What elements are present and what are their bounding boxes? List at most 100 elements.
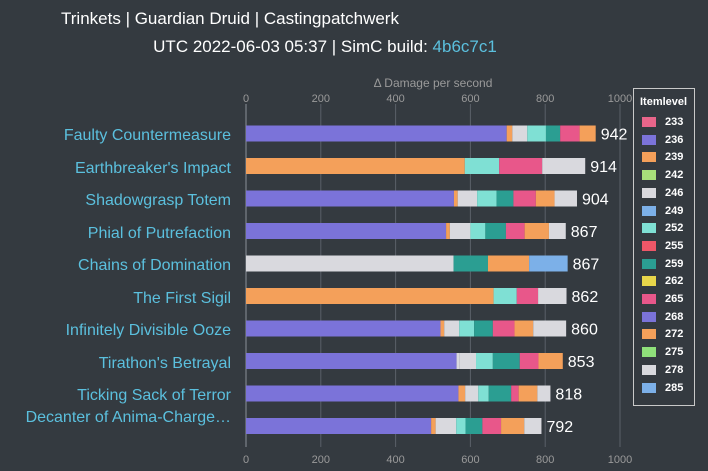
legend-item[interactable]: 265 [642, 293, 683, 305]
category-label[interactable]: Chains of Domination [78, 257, 231, 274]
bar-segment[interactable] [492, 320, 515, 337]
bar-segment[interactable] [511, 385, 519, 402]
bar-segment[interactable] [458, 385, 466, 402]
x-tick-label: 600 [461, 93, 479, 105]
bar-segment[interactable] [246, 125, 507, 142]
bar-segment[interactable] [246, 255, 454, 272]
bar-segment[interactable] [476, 353, 493, 369]
category-label[interactable]: Decanter of Anima-Charge… [26, 409, 231, 426]
bar-segment[interactable] [505, 223, 525, 239]
bar-segment[interactable] [513, 190, 536, 207]
bar-total-label: 862 [572, 289, 599, 306]
bar-segment[interactable] [474, 320, 493, 337]
category-label[interactable]: Phial of Putrefaction [88, 225, 231, 242]
bar-segment[interactable] [246, 223, 447, 239]
bar-segment[interactable] [535, 190, 555, 207]
legend-label: 259 [665, 257, 684, 270]
bar-segment[interactable] [465, 385, 479, 402]
bar-segment[interactable] [453, 190, 458, 207]
bar-segment[interactable] [246, 158, 465, 174]
bar-segment[interactable] [464, 158, 500, 174]
legend-item[interactable]: 239 [642, 151, 683, 163]
bar-segment[interactable] [465, 418, 483, 434]
legend-item[interactable]: 255 [642, 240, 683, 252]
bar-segment[interactable] [533, 320, 567, 337]
bar-segment[interactable] [485, 223, 506, 239]
bar-segment[interactable] [537, 385, 551, 402]
bar-segment[interactable] [499, 158, 543, 174]
bar-segment[interactable] [524, 223, 549, 239]
bar-segment[interactable] [529, 255, 568, 272]
bar-segment[interactable] [459, 353, 477, 369]
category-label[interactable]: Faulty Countermeasure [64, 127, 231, 144]
legend-item[interactable]: 275 [642, 346, 683, 358]
category-label[interactable]: The First Sigil [133, 290, 231, 307]
bar-segment[interactable] [444, 320, 460, 337]
bar-segment[interactable] [492, 353, 520, 369]
bar-segment[interactable] [431, 418, 436, 434]
legend-item[interactable]: 262 [642, 275, 683, 287]
bar-segment[interactable] [456, 353, 460, 369]
bar-segment[interactable] [482, 418, 502, 434]
bar-segment[interactable] [506, 125, 513, 142]
bar-segment[interactable] [446, 223, 450, 239]
legend-item[interactable]: 246 [642, 187, 683, 199]
bar-segment[interactable] [459, 320, 475, 337]
legend-label: 242 [665, 169, 684, 182]
bar-segment[interactable] [554, 190, 577, 207]
category-label[interactable]: Ticking Sack of Terror [77, 387, 232, 404]
bar-segment[interactable] [527, 125, 546, 142]
legend-item[interactable]: 249 [642, 205, 683, 217]
category-label[interactable]: Tirathon's Betrayal [99, 355, 231, 372]
category-label[interactable]: Shadowgrasp Totem [85, 192, 231, 209]
bar-segment[interactable] [516, 288, 539, 304]
bar-segment[interactable] [470, 223, 486, 239]
bar-segment[interactable] [560, 125, 580, 142]
bar-segment[interactable] [524, 418, 542, 434]
bar-segment[interactable] [246, 190, 454, 207]
bar-segment[interactable] [518, 385, 538, 402]
bar-segment[interactable] [246, 385, 459, 402]
bar-segment[interactable] [457, 190, 478, 207]
bar-segment[interactable] [488, 385, 512, 402]
legend-item[interactable]: 252 [642, 222, 683, 234]
bar-segment[interactable] [542, 158, 586, 174]
category-label[interactable]: Earthbreaker's Impact [75, 160, 232, 177]
bar-segment[interactable] [453, 255, 488, 272]
bar-segment[interactable] [246, 418, 432, 434]
legend-item[interactable]: 236 [642, 134, 683, 146]
bar-segment[interactable] [538, 353, 563, 369]
bar-segment[interactable] [246, 320, 441, 337]
bar-segment[interactable] [477, 190, 497, 207]
bar-segment[interactable] [538, 288, 567, 304]
bar-segment[interactable] [512, 125, 528, 142]
bar-segment[interactable] [487, 255, 530, 272]
legend-label: 262 [665, 275, 684, 288]
bar-segment[interactable] [493, 288, 517, 304]
build-link[interactable]: 4b6c7c1 [432, 37, 497, 56]
legend-item[interactable]: 268 [642, 311, 683, 323]
bar-segment[interactable] [514, 320, 534, 337]
legend-item[interactable]: 285 [642, 382, 683, 394]
bar-total-label: 942 [601, 127, 628, 144]
bar-segment[interactable] [246, 288, 494, 304]
bar-segment[interactable] [545, 125, 561, 142]
bar-segment[interactable] [501, 418, 525, 434]
legend-swatch [642, 205, 656, 216]
bar-segment[interactable] [496, 190, 514, 207]
bar-segment[interactable] [579, 125, 596, 142]
legend-item[interactable]: 259 [642, 258, 683, 270]
legend-item[interactable]: 242 [642, 169, 683, 181]
bar-segment[interactable] [435, 418, 457, 434]
bar-segment[interactable] [519, 353, 539, 369]
bar-segment[interactable] [548, 223, 566, 239]
legend-item[interactable]: 233 [642, 116, 683, 128]
bar-segment[interactable] [456, 418, 466, 434]
category-label[interactable]: Infinitely Divisible Ooze [66, 322, 232, 339]
legend-item[interactable]: 272 [642, 328, 683, 340]
bar-segment[interactable] [449, 223, 471, 239]
legend-item[interactable]: 278 [642, 364, 683, 376]
bar-segment[interactable] [440, 320, 445, 337]
bar-segment[interactable] [478, 385, 489, 402]
bar-segment[interactable] [246, 353, 457, 369]
